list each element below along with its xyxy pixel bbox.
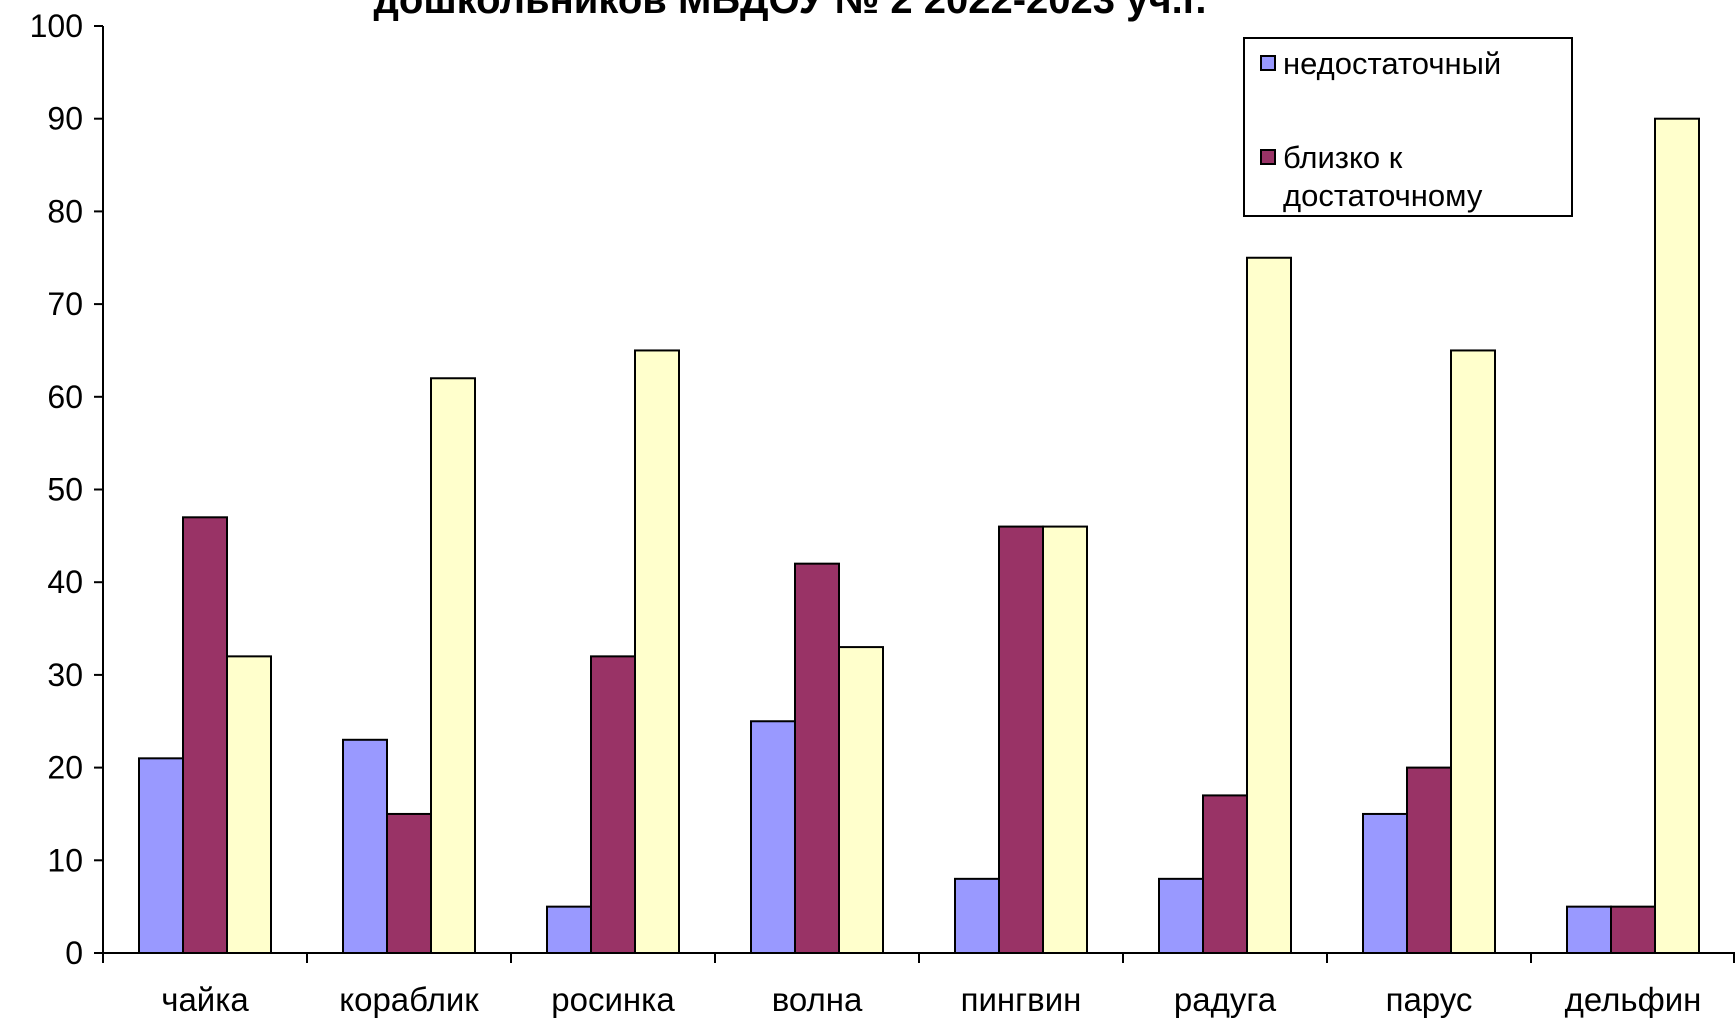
y-tick-label: 60 (47, 379, 83, 415)
bar-кораблик-series-3 (430, 377, 476, 954)
legend-label-series-2: близко к достаточному (1283, 140, 1483, 213)
bar-волна-series-2 (794, 562, 840, 954)
x-tick-label: парус (1386, 981, 1473, 1018)
bar-росинка-series-2 (590, 655, 636, 954)
bar-радуга-series-1 (1158, 877, 1204, 955)
bar-парус-series-1 (1362, 812, 1408, 955)
bar-кораблик-series-2 (386, 812, 432, 955)
chart-title: дошкольников МБДОУ № 2 2022-2023 уч.г. (373, 0, 1207, 22)
y-tick-label: 10 (47, 842, 83, 878)
bar-волна-series-1 (750, 720, 796, 954)
bar-парус-series-3 (1450, 349, 1496, 954)
bar-пингвин-series-2 (998, 525, 1044, 955)
bar-пингвин-series-3 (1042, 525, 1088, 955)
y-tick-label: 20 (47, 750, 83, 786)
bar-пингвин-series-1 (954, 877, 1000, 955)
y-tick-label: 40 (47, 564, 83, 600)
y-tick-label: 70 (47, 286, 83, 322)
y-tick-label: 50 (47, 472, 83, 508)
y-tick-label: 80 (47, 193, 83, 229)
bar-чайка-series-2 (182, 516, 228, 954)
bar-чайка-series-3 (226, 655, 272, 954)
x-tick-label: кораблик (339, 981, 479, 1018)
bar-дельфин-series-3 (1654, 117, 1700, 954)
legend: недостаточный близко к достаточному (1243, 37, 1573, 217)
legend-label-series-1: недостаточный (1283, 46, 1502, 81)
y-tick-label: 0 (65, 935, 83, 971)
x-tick-label: чайка (161, 981, 249, 1018)
legend-swatch-series-2 (1260, 149, 1276, 165)
legend-item-series-2: близко к достаточному (1260, 139, 1543, 215)
bar-дельфин-series-1 (1566, 905, 1612, 955)
bar-росинка-series-1 (546, 905, 592, 955)
x-tick-label: дельфин (1565, 981, 1702, 1018)
bar-радуга-series-2 (1202, 794, 1248, 954)
bar-дельфин-series-2 (1610, 905, 1656, 955)
bar-росинка-series-3 (634, 349, 680, 954)
x-tick-label: радуга (1174, 981, 1277, 1018)
legend-swatch-series-1 (1260, 55, 1276, 71)
y-tick-label: 30 (47, 657, 83, 693)
bar-чайка-series-1 (138, 757, 184, 955)
x-tick-label: пингвин (961, 981, 1082, 1018)
bar-радуга-series-3 (1246, 256, 1292, 954)
bar-парус-series-2 (1406, 766, 1452, 954)
bar-волна-series-3 (838, 646, 884, 955)
x-tick-label: волна (772, 981, 863, 1018)
x-tick-label: росинка (551, 981, 675, 1018)
y-tick-label: 100 (30, 8, 83, 44)
bar-кораблик-series-1 (342, 738, 388, 954)
y-tick-label: 90 (47, 101, 83, 137)
legend-item-series-1: недостаточный (1260, 45, 1502, 83)
